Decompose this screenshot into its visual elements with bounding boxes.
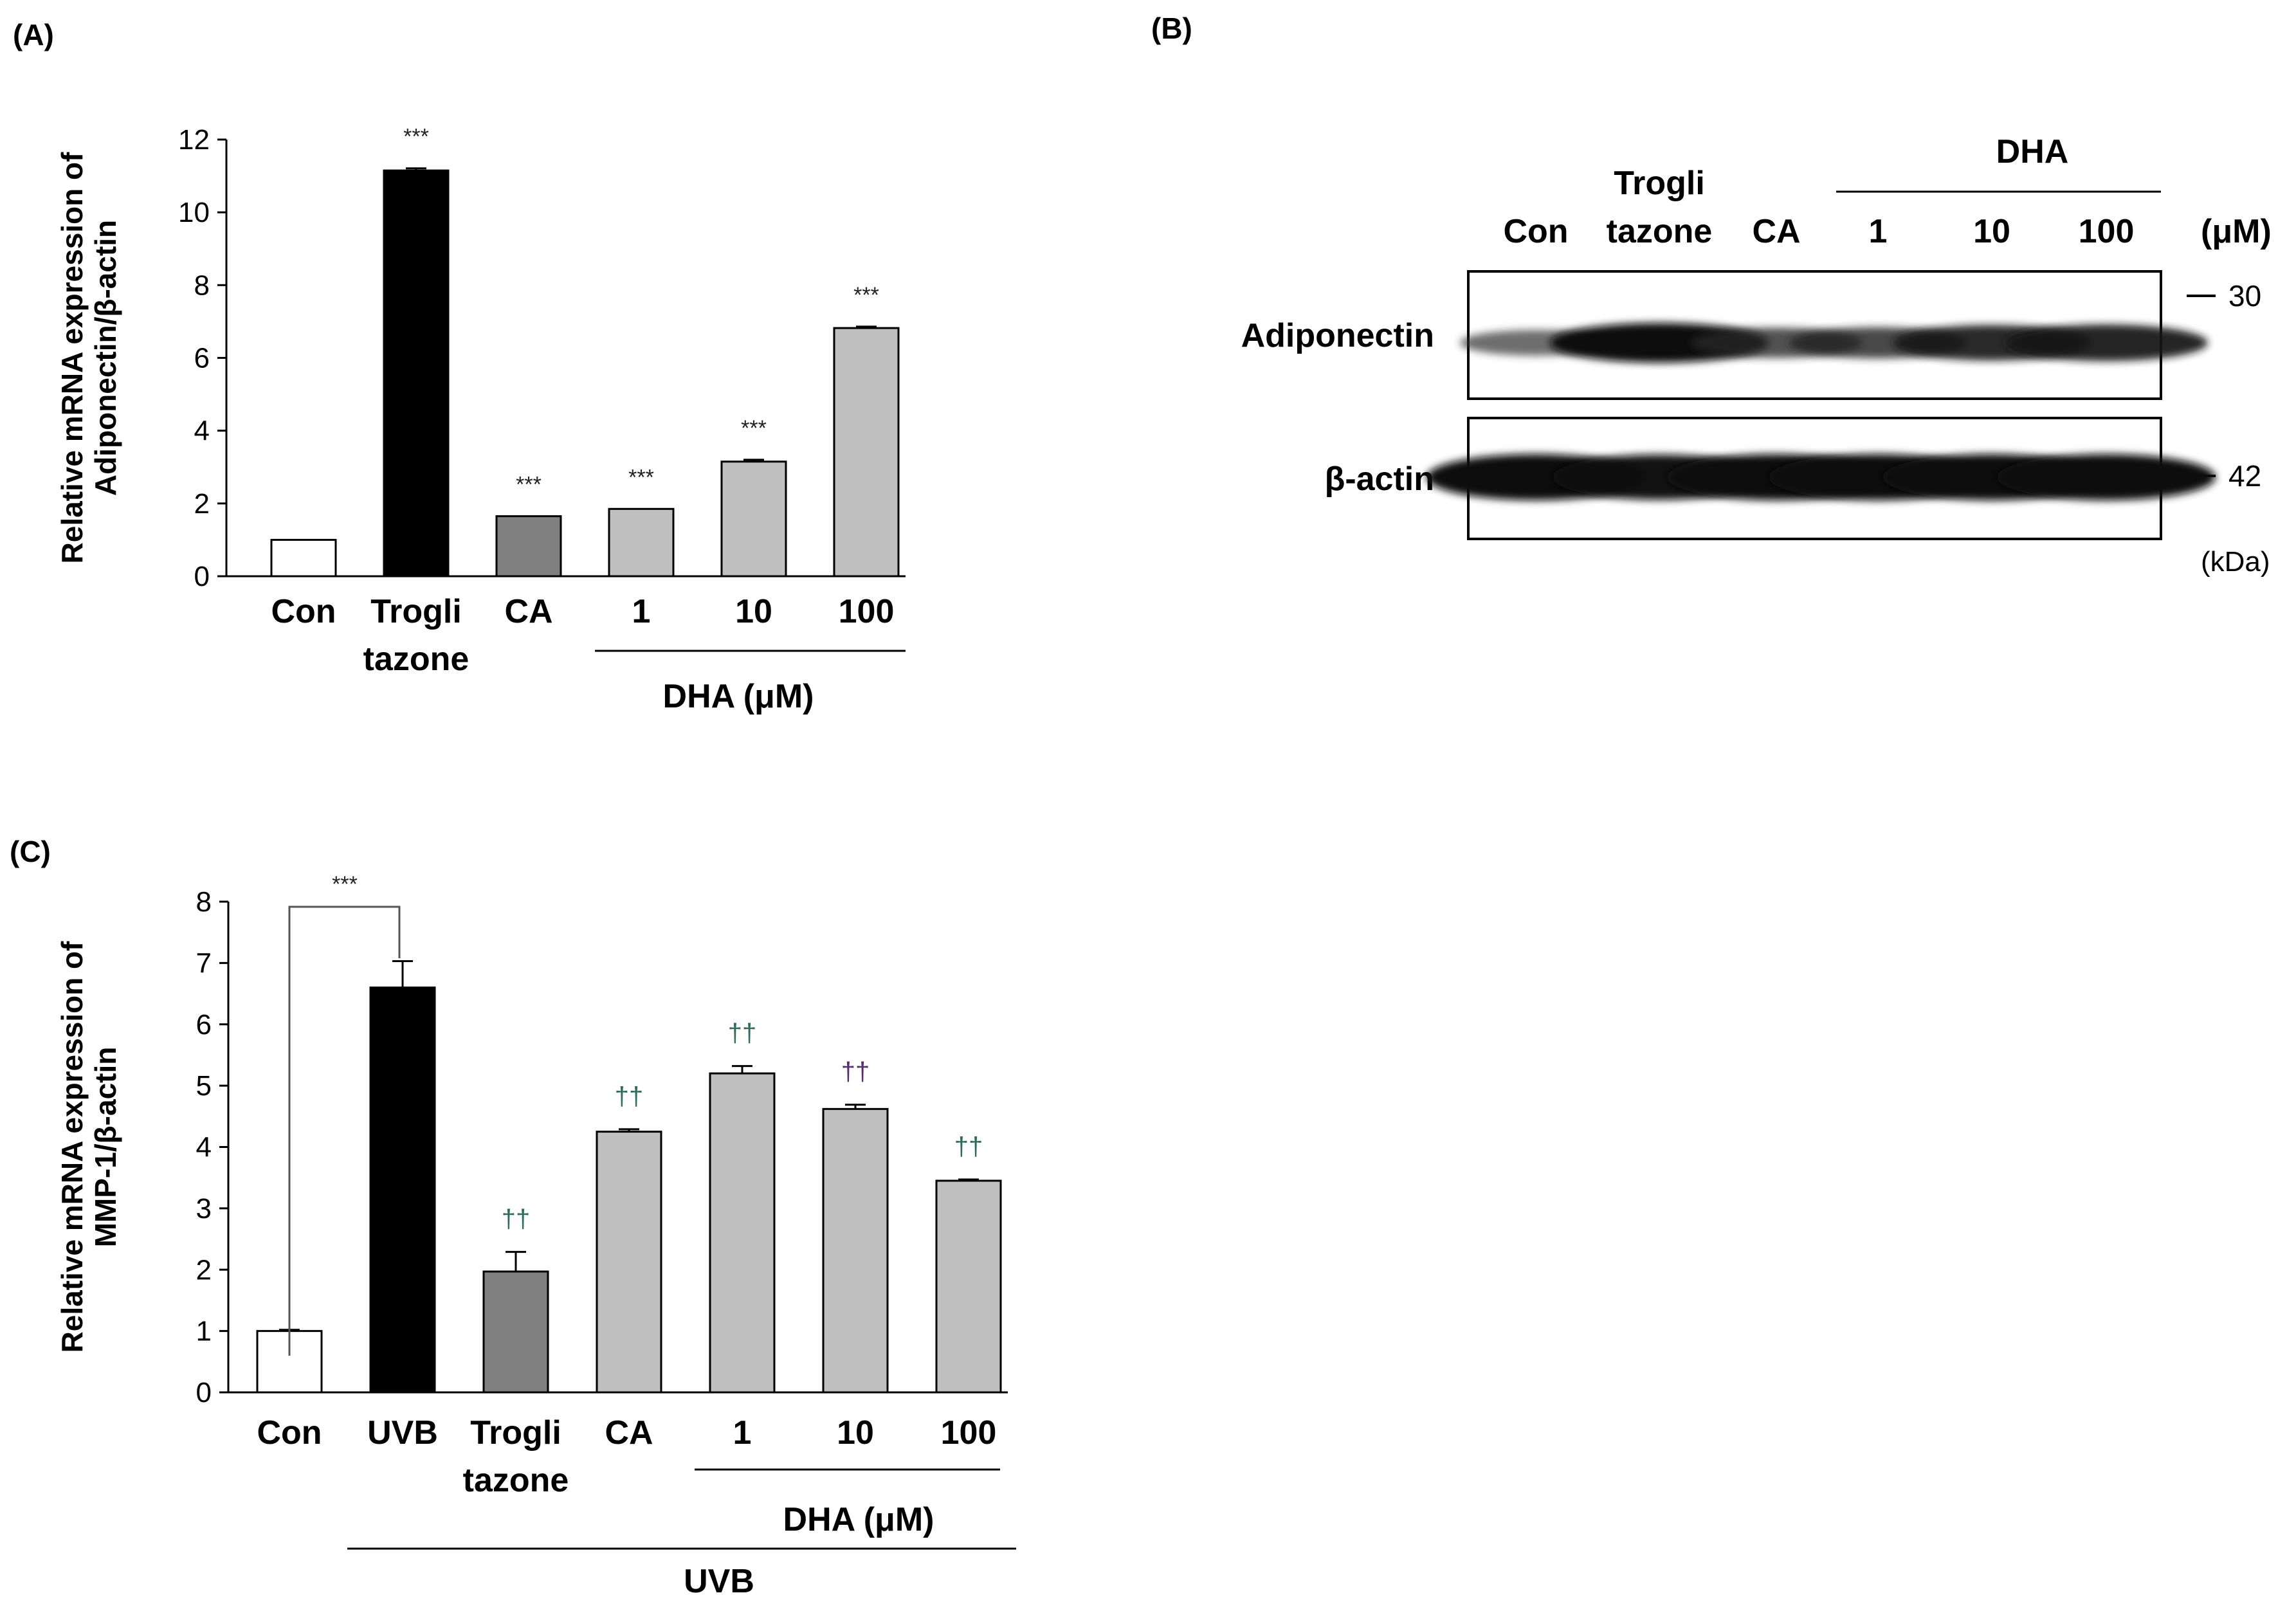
x-category-label: Trogli <box>470 1414 561 1452</box>
x-category-label: CA <box>504 593 552 630</box>
significance-marker: †† <box>502 1205 531 1233</box>
uvb-group-label: UVB <box>684 1563 754 1600</box>
bar <box>369 987 436 1394</box>
y-tick-label: 3 <box>196 1193 212 1224</box>
blot-row-label: Adiponectin <box>1241 317 1434 354</box>
y-tick-label: 10 <box>178 197 210 228</box>
significance-marker: †† <box>615 1082 644 1111</box>
dha-group-label: DHA (μM) <box>663 678 814 715</box>
x-category-label: 1 <box>632 593 651 630</box>
blot-band <box>2005 324 2208 361</box>
bar <box>383 169 450 578</box>
y-tick-label: 12 <box>178 124 210 156</box>
y-axis-label: Relative mRNA expression of <box>55 152 89 564</box>
y-tick-label: 2 <box>194 488 210 520</box>
y-axis-label: MMP-1/β-actin <box>89 1047 122 1248</box>
y-tick-label: 0 <box>196 1377 212 1408</box>
panel-label-b: (B) <box>1151 12 1192 45</box>
lane-label: 10 <box>1973 213 2010 250</box>
y-tick-label: 4 <box>196 1132 212 1163</box>
bar <box>270 538 337 578</box>
bracket-significance-label: *** <box>332 872 358 897</box>
y-tick-label: 0 <box>194 561 210 592</box>
chart-a: 0 2 4 6 8 10 12 Relative mRNA expression of Adip… <box>55 124 906 715</box>
x-category-label: 10 <box>837 1414 874 1452</box>
bar <box>822 1107 889 1394</box>
unit-label: (μM) <box>2201 213 2272 250</box>
significance-marker: *** <box>741 416 767 441</box>
significance-marker: *** <box>853 283 879 307</box>
bar <box>608 507 675 578</box>
chart-c: 0 1 2 3 4 5 6 7 8 Relative mRNA expression of MMP-… <box>55 872 1016 1600</box>
y-tick-label: 1 <box>196 1316 212 1347</box>
significance-marker: †† <box>728 1019 757 1048</box>
marker-label: 42 <box>2228 459 2261 493</box>
y-axis-label: Adiponectin/β-actin <box>89 220 122 496</box>
bar <box>482 1270 549 1394</box>
y-tick-label: 8 <box>194 269 210 301</box>
bar <box>935 1179 1002 1394</box>
x-category-label: 1 <box>733 1414 752 1452</box>
lane-label: 100 <box>2079 213 2135 250</box>
y-tick-label: 4 <box>194 415 210 447</box>
panel-label-c: (C) <box>10 835 51 868</box>
y-tick-label: 2 <box>196 1254 212 1286</box>
dha-group-label: DHA (μM) <box>783 1501 934 1538</box>
bar <box>495 515 562 578</box>
significance-marker: †† <box>954 1133 983 1161</box>
bar <box>720 460 787 578</box>
lane-label: Con <box>1503 213 1568 250</box>
lane-label: CA <box>1752 213 1800 250</box>
y-tick-label: 5 <box>196 1070 212 1102</box>
significance-marker: †† <box>841 1058 870 1086</box>
y-tick-label: 6 <box>196 1009 212 1041</box>
blot-band <box>1997 454 2216 500</box>
x-category-label: 100 <box>839 593 895 630</box>
x-category-label: 100 <box>941 1414 997 1452</box>
bar <box>709 1072 776 1394</box>
x-category-label: Con <box>257 1414 322 1452</box>
significance-marker: *** <box>403 125 429 149</box>
lane-label: tazone <box>1607 213 1713 250</box>
lane-label: 1 <box>1869 213 1888 250</box>
x-category-label: tazone <box>463 1462 569 1499</box>
y-tick-label: 6 <box>194 343 210 374</box>
blot-row-label: β-actin <box>1325 460 1434 498</box>
kda-label: (kDa) <box>2201 546 2270 578</box>
marker-label: 30 <box>2228 279 2261 313</box>
lane-label: Trogli <box>1614 165 1705 202</box>
significance-marker: *** <box>628 465 654 489</box>
x-category-label: Trogli <box>370 593 462 630</box>
panel-label-a: (A) <box>13 18 54 51</box>
y-tick-label: 7 <box>196 947 212 979</box>
x-category-label: 10 <box>735 593 772 630</box>
x-category-label: tazone <box>363 641 469 678</box>
x-category-label: CA <box>605 1414 653 1452</box>
x-category-label: UVB <box>367 1414 438 1452</box>
x-category-label: Con <box>271 593 336 630</box>
y-tick-label: 8 <box>196 886 212 918</box>
significance-marker: *** <box>516 473 542 497</box>
western-blot-b: Con Trogli tazone CA 1 10 100 DHA (μM) Adiponecti… <box>1241 133 2272 578</box>
significance-bracket <box>288 906 401 1356</box>
bar <box>833 327 900 578</box>
bar <box>596 1131 662 1394</box>
dha-lane-group-label: DHA <box>1996 133 2069 170</box>
y-axis-label: Relative mRNA expression of <box>55 941 89 1353</box>
